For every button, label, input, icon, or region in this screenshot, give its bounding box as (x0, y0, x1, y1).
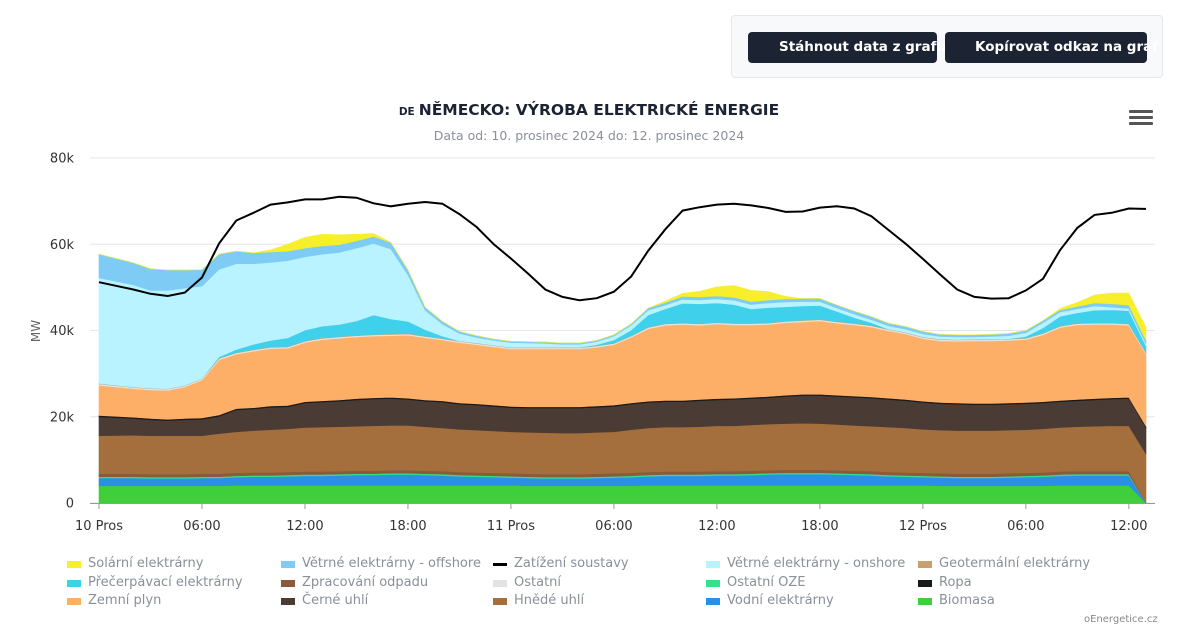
x-tick-label: 18:00 (801, 519, 838, 534)
area-swatch-icon (493, 580, 507, 587)
legend-label: Zemní plyn (88, 593, 162, 608)
stacked-areas (98, 233, 1147, 504)
area-biomasa[interactable] (98, 485, 1147, 504)
area-swatch-icon (67, 561, 81, 568)
x-tick-label: 06:00 (1007, 519, 1044, 534)
legend-label: Geotermální elektrárny (939, 556, 1091, 571)
legend-label: Vodní elektrárny (727, 593, 834, 608)
x-tick-label: 10 Pros (75, 519, 123, 534)
area-swatch-icon (918, 580, 932, 587)
legend-label: Černé uhlí (302, 593, 369, 608)
download-data-button[interactable]: Stáhnout data z grafu (748, 32, 946, 63)
legend-label: Biomasa (939, 593, 995, 608)
x-tick-label: 11 Pros (487, 519, 535, 534)
area-swatch-icon (281, 580, 295, 587)
area-swatch-icon (67, 580, 81, 587)
area-swatch-icon (918, 561, 932, 568)
y-axis-label: MW (29, 320, 43, 342)
x-tick-label: 18:00 (389, 519, 426, 534)
y-tick-label: 20k (50, 410, 75, 425)
x-tick-label: 12:00 (1110, 519, 1147, 534)
legend-label: Větrné elektrárny - onshore (727, 556, 906, 571)
area-swatch-icon (281, 598, 295, 605)
area-swatch-icon (706, 561, 720, 568)
export-button-panel: Stáhnout data z grafu Kopírovat odkaz na… (731, 15, 1163, 78)
area-swatch-icon (67, 598, 81, 605)
area-solarni-elektrarny[interactable] (98, 233, 1147, 344)
credits[interactable]: oEnergetice.cz (1084, 614, 1158, 625)
area-swatch-icon (706, 598, 720, 605)
y-tick-label: 40k (50, 324, 75, 339)
y-tick-label: 80k (50, 152, 75, 167)
chart-title: DE NĚMECKO: VÝROBA ELEKTRICKÉ ENERGIE (0, 101, 1178, 119)
legend-label: Větrné elektrárny - offshore (302, 556, 481, 571)
load-line-group (98, 195, 1147, 302)
y-tick-label: 0 (66, 497, 74, 512)
legend-label: Ostatní (514, 575, 562, 590)
area-swatch-icon (706, 580, 720, 587)
area-swatch-icon (281, 561, 295, 568)
line-swatch-icon (493, 563, 507, 566)
x-tick-label: 12:00 (286, 519, 323, 534)
country-code: DE (398, 106, 415, 118)
x-tick-label: 06:00 (595, 519, 632, 534)
x-tick-label: 06:00 (183, 519, 220, 534)
legend-label: Ropa (939, 575, 972, 590)
area-swatch-icon (918, 598, 932, 605)
axes: 0 20k 40k 60k 80k MW 10 Pros 06:00 12:00 18:00 11 … (29, 152, 1155, 534)
load-line[interactable] (98, 195, 1147, 302)
chart-subtitle: Data od: 10. prosinec 2024 do: 12. prosi… (433, 128, 745, 143)
chart-title-text: NĚMECKO: VÝROBA ELEKTRICKÉ ENERGIE (418, 101, 780, 119)
x-tick-label: 12 Pros (899, 519, 947, 534)
legend-label: Přečerpávací elektrárny (88, 575, 243, 590)
legend-label: Zatížení soustavy (514, 556, 629, 571)
area-swatch-icon (493, 598, 507, 605)
legend-label: Hnědé uhlí (514, 593, 585, 608)
copy-link-button[interactable]: Kopírovat odkaz na graf (945, 32, 1158, 63)
x-tick-label: 12:00 (698, 519, 735, 534)
legend-label: Ostatní OZE (727, 575, 806, 590)
legend-label: Solární elektrárny (88, 556, 204, 571)
legend-label: Zpracování odpadu (302, 575, 429, 590)
hamburger-menu-icon[interactable] (1129, 110, 1153, 127)
y-tick-label: 60k (50, 238, 75, 253)
